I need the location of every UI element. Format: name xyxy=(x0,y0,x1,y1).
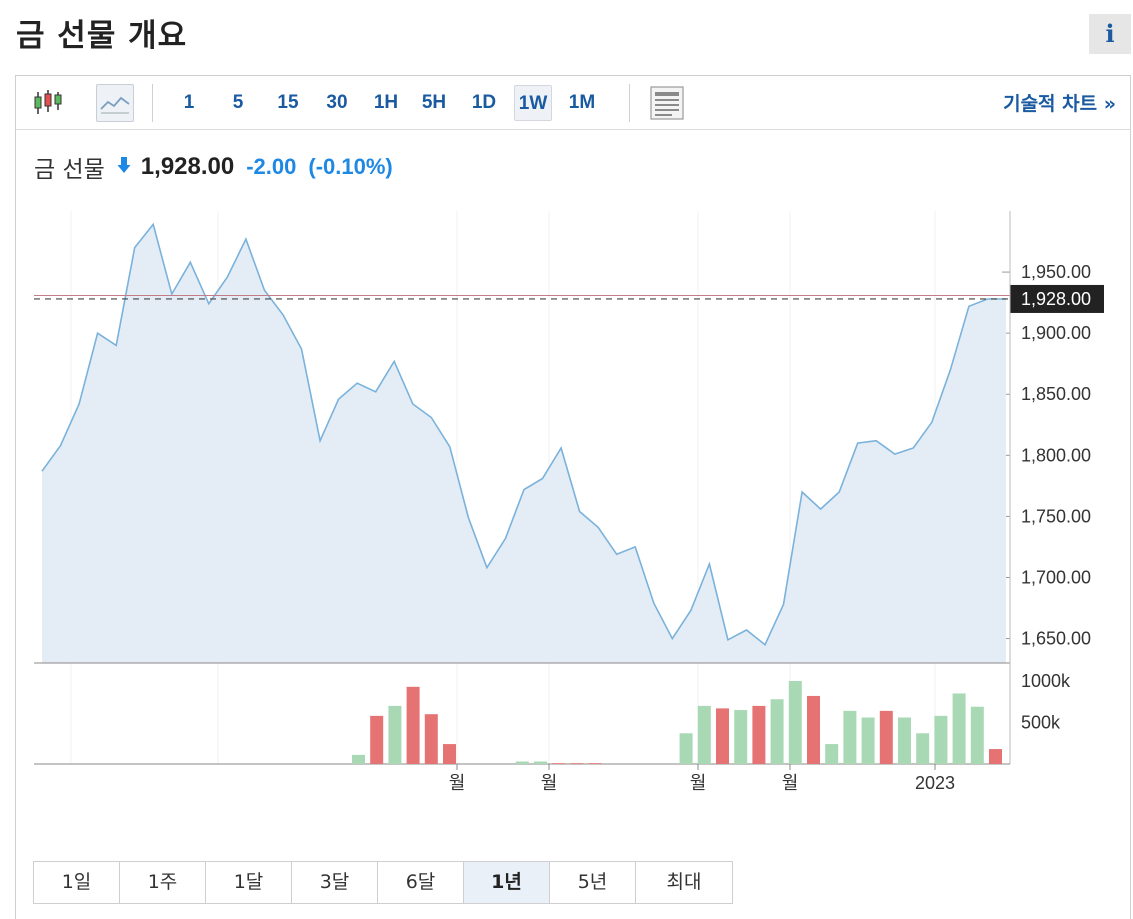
volume-bar xyxy=(752,705,766,764)
volume-bar xyxy=(716,708,729,764)
volume-bar xyxy=(989,749,1002,764)
x-tick-label: 월 xyxy=(782,773,799,793)
interval-5[interactable]: 5 xyxy=(232,92,244,113)
volume-bar xyxy=(825,744,839,764)
interval-15[interactable]: 15 xyxy=(277,92,299,113)
y-tick-label: 1,950.00 xyxy=(1021,262,1091,282)
page-title: 금 선물 개요 xyxy=(16,18,188,54)
volume-bar xyxy=(898,717,911,764)
y-tick-label: 1,700.00 xyxy=(1021,567,1091,587)
volume-bar xyxy=(406,686,420,764)
volume-bar xyxy=(552,763,566,764)
range-6-months[interactable]: 6달 xyxy=(378,862,464,903)
volume-bar xyxy=(952,693,966,764)
last-price: 1,928.00 xyxy=(140,153,235,180)
price-change: -2.00 xyxy=(246,154,297,179)
volume-bar xyxy=(934,715,948,764)
y-tick-label: 1,650.00 xyxy=(1021,629,1091,649)
interval-30[interactable]: 30 xyxy=(326,92,348,113)
interval-1h[interactable]: 1H xyxy=(373,92,399,113)
instrument-name: 금 선물 xyxy=(34,157,105,183)
volume-bar xyxy=(388,705,402,764)
y-tick-label: 1,750.00 xyxy=(1021,506,1091,526)
volume-bar xyxy=(424,714,438,764)
volume-bar xyxy=(534,761,547,764)
x-tick-label: 2023 xyxy=(915,773,955,793)
interval-1[interactable]: 1 xyxy=(183,92,195,113)
volume-bar xyxy=(788,681,802,764)
x-tick-label: 월 xyxy=(541,773,558,793)
volume-bar xyxy=(843,710,857,764)
info-button[interactable]: i xyxy=(1089,14,1131,54)
volume-bar xyxy=(679,733,693,764)
price-change-percent: (-0.10%) xyxy=(308,154,393,179)
technical-chart-link[interactable]: 기술적 차트 » xyxy=(1003,93,1116,115)
range-5-years[interactable]: 5년 xyxy=(550,862,636,903)
volume-bar xyxy=(697,705,711,764)
volume-bar xyxy=(570,763,584,764)
range-1-week[interactable]: 1주 xyxy=(120,862,206,903)
volume-tick-label: 500k xyxy=(1021,713,1061,733)
x-tick-label: 월 xyxy=(690,773,707,793)
volume-bar xyxy=(879,710,893,764)
range-3-months[interactable]: 3달 xyxy=(292,862,378,903)
price-line xyxy=(41,222,1006,646)
range-1-month[interactable]: 1달 xyxy=(206,862,292,903)
volume-bar xyxy=(588,763,602,764)
range-max[interactable]: 최대 xyxy=(636,862,732,903)
x-tick-label: 월 xyxy=(449,773,466,793)
table-view-icon[interactable] xyxy=(648,84,686,122)
toolbar-separator xyxy=(629,84,630,122)
chart-widget: 1 5 15 30 1H 5H 1D 1W 1M 기술적 차트 » 금 선물 1… xyxy=(15,75,1131,919)
price-area xyxy=(42,224,1006,663)
interval-1d[interactable]: 1D xyxy=(471,92,497,113)
volume-bar xyxy=(861,717,875,764)
last-price-tag xyxy=(1010,284,1104,313)
interval-5h[interactable]: 5H xyxy=(421,92,447,113)
range-1-year[interactable]: 1년 xyxy=(464,862,550,903)
volume-bar xyxy=(807,695,820,764)
quote-header: 금 선물 1,928.00 -2.00 (-0.10%) xyxy=(34,152,393,183)
chart-toolbar: 1 5 15 30 1H 5H 1D 1W 1M 기술적 차트 » xyxy=(16,76,1130,130)
volume-bar xyxy=(916,733,930,764)
toolbar-separator xyxy=(152,84,153,122)
volume-bar xyxy=(370,715,384,764)
volume-bar xyxy=(515,761,529,764)
y-tick-label: 1,800.00 xyxy=(1021,445,1091,465)
range-1-day[interactable]: 1일 xyxy=(34,862,120,903)
price-chart: 1,650.00 1,700.00 1,750.00 1,800.00 1,850.00… xyxy=(34,211,1104,793)
interval-1m[interactable]: 1M xyxy=(568,92,596,113)
candlestick-chart-icon[interactable] xyxy=(30,84,68,122)
volume-bar xyxy=(443,744,456,764)
y-tick-label: 1,900.00 xyxy=(1021,323,1091,343)
y-tick-label: 1,850.00 xyxy=(1021,384,1091,404)
time-range-selector: 1일 1주 1달 3달 6달 1년 5년 최대 xyxy=(33,861,733,904)
volume-bar xyxy=(770,699,784,764)
area-chart-icon[interactable] xyxy=(96,84,134,122)
down-arrow-icon xyxy=(117,156,131,178)
interval-1w[interactable]: 1W xyxy=(514,85,552,121)
last-price-tag-label: 1,928.00 xyxy=(1021,289,1091,309)
volume-bar xyxy=(970,706,984,764)
volume-bar xyxy=(734,710,748,764)
volume-bar xyxy=(352,754,365,764)
volume-tick-label: 1000k xyxy=(1021,671,1071,691)
